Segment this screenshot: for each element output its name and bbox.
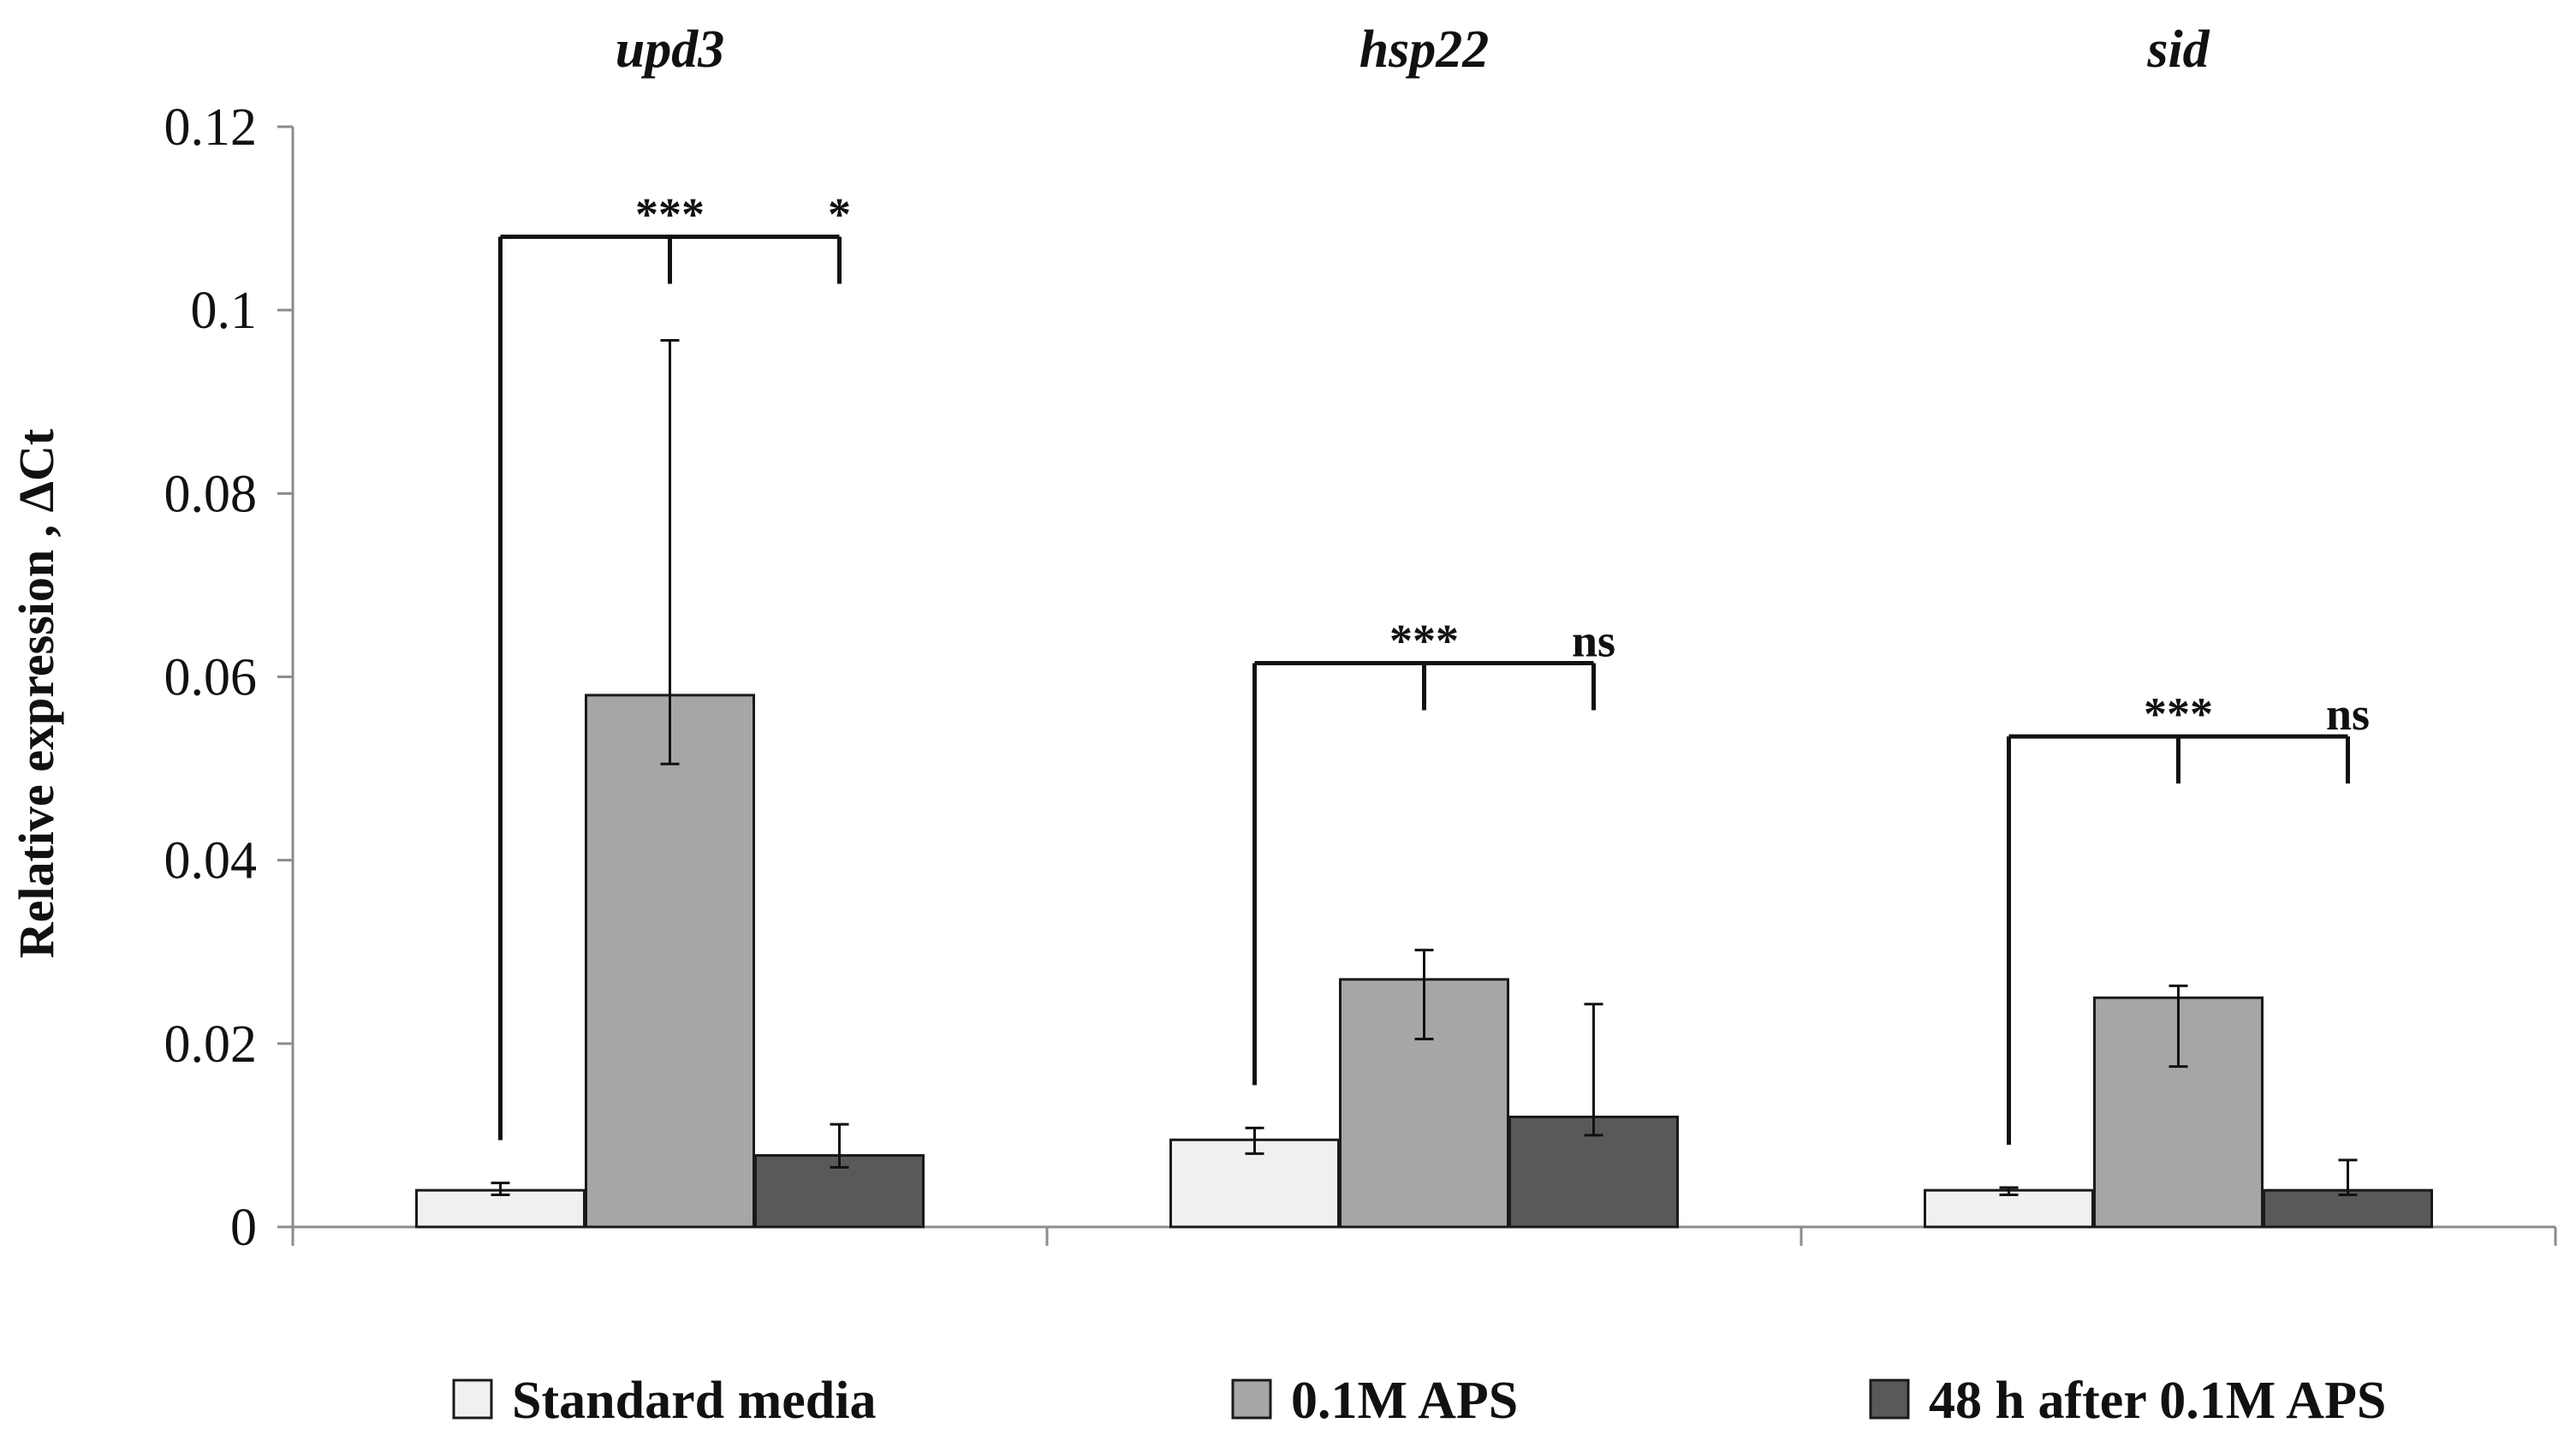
legend-swatch [1869,1378,1910,1420]
legend-label: Standard media [512,1372,876,1430]
y-tick-label: 0 [230,1199,257,1257]
significance-label: *** [1389,615,1459,666]
category-title: hsp22 [1359,21,1490,79]
significance-label: * [828,189,851,241]
y-tick-label: 0.04 [164,832,258,890]
bar [1924,1188,2094,1229]
bar [585,694,755,1229]
bar [2263,1188,2433,1229]
significance-label: ns [1572,615,1615,666]
bar [1508,1116,1679,1229]
legend-swatch [452,1378,493,1420]
y-tick-label: 0.06 [164,649,258,707]
error-bars [491,339,2358,1197]
y-tick-label: 0.12 [164,98,258,157]
y-tick-label: 0.08 [164,465,258,523]
legend-label: 0.1M APS [1291,1372,1518,1430]
category-title: sid [2146,21,2210,79]
y-tick-label: 0.02 [164,1015,258,1074]
category-titles: upd3 hsp22 sid [616,21,2210,79]
y-tick-label: 0.1 [191,282,258,340]
y-ticks: 0 0.02 0.04 0.06 0.08 0.1 0.12 [164,98,293,1257]
significance-label: ns [2326,688,2370,740]
legend-label: 48 h after 0.1M APS [1929,1372,2386,1430]
bar [415,1188,586,1229]
legend-swatch [1231,1378,1272,1420]
significance-label: *** [635,189,705,241]
legend: Standard media 0.1M APS 48 h after 0.1M AP… [452,1372,2386,1430]
significance-brackets: *** **** ns*** ns [498,189,2370,1145]
category-title: upd3 [616,21,724,79]
y-axis-label: Relative expression , ΔCt [9,428,64,958]
significance-label: *** [2144,688,2213,740]
